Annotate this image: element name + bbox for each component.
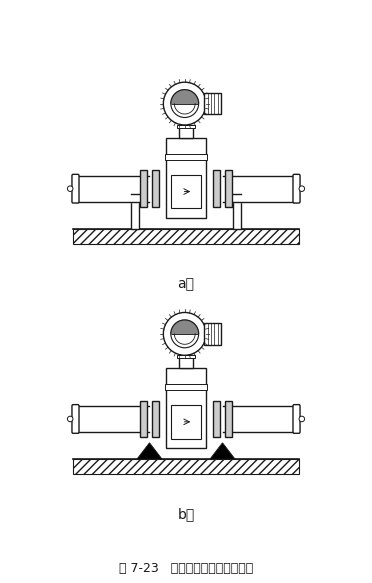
Circle shape: [67, 416, 73, 422]
Polygon shape: [171, 320, 199, 334]
Bar: [166, 138, 206, 218]
Bar: [225, 170, 232, 207]
Bar: [166, 368, 206, 448]
Circle shape: [299, 416, 305, 422]
Bar: [152, 401, 159, 437]
Bar: [131, 194, 140, 229]
Bar: [205, 93, 221, 114]
FancyBboxPatch shape: [293, 174, 300, 203]
Polygon shape: [171, 90, 199, 104]
Bar: [171, 175, 201, 209]
Bar: [165, 384, 207, 391]
Bar: [177, 355, 195, 359]
Bar: [152, 170, 159, 207]
Bar: [73, 229, 299, 244]
Circle shape: [163, 82, 206, 125]
FancyBboxPatch shape: [72, 174, 79, 203]
Bar: [213, 401, 220, 437]
Bar: [232, 194, 241, 229]
Text: b）: b）: [177, 508, 195, 522]
Bar: [171, 405, 201, 439]
Circle shape: [163, 312, 206, 355]
Polygon shape: [137, 443, 162, 459]
Bar: [177, 125, 195, 128]
Circle shape: [299, 186, 305, 191]
Bar: [213, 170, 220, 207]
FancyBboxPatch shape: [72, 405, 79, 433]
Bar: [225, 401, 232, 437]
Text: 图 7-23   管道振动时安装固定支架: 图 7-23 管道振动时安装固定支架: [119, 562, 253, 575]
Bar: [205, 323, 221, 345]
Bar: [73, 459, 299, 475]
Bar: [179, 355, 193, 368]
Bar: [140, 401, 147, 437]
Bar: [179, 125, 193, 138]
Bar: [140, 170, 147, 207]
Polygon shape: [210, 443, 235, 459]
FancyBboxPatch shape: [293, 405, 300, 433]
Circle shape: [67, 186, 73, 191]
Text: a）: a）: [177, 278, 195, 292]
Bar: [165, 154, 207, 160]
